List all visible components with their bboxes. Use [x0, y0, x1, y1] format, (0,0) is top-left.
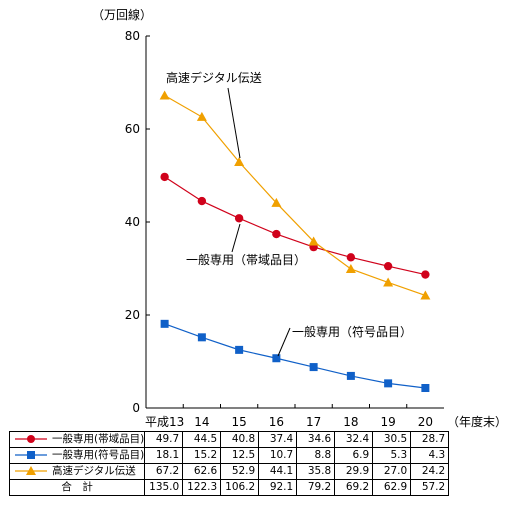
hs-digital-line: [164, 94, 426, 297]
general-code-row: 一般専用(符号品目) 18.1 15.2 12.5 10.7 8.8 6.9 5.3 4.3: [8, 447, 450, 464]
general-band-point: [234, 214, 244, 223]
hs-digital-annotation: 高速デジタル伝送: [166, 70, 262, 85]
x-tick-label: 14: [194, 415, 209, 429]
general-band-point: [160, 172, 169, 182]
general-band-point: [272, 229, 281, 239]
table-cell: 57.2: [410, 479, 450, 496]
general-band-point: [421, 270, 430, 279]
y-unit-label: （万回線）: [92, 7, 152, 22]
x-tick-label: 19: [380, 415, 395, 429]
general-band-line: [164, 176, 426, 276]
table-cell: 35.8: [296, 463, 336, 480]
legend-swatch: [15, 435, 47, 443]
hs-digital-point: [345, 263, 356, 273]
table-cell: 12.5: [220, 447, 260, 464]
x-tick-label: 20: [418, 415, 433, 429]
data-table: 一般専用(帯域品目) 49.7 44.5 40.8 37.4 34.6 32.4 30.5 28…: [8, 431, 450, 496]
general-band-point: [346, 253, 356, 262]
hs-digital-point: [159, 90, 170, 100]
hs-digital-point: [196, 111, 207, 121]
table-cell: 32.4: [334, 431, 374, 448]
legend-swatch: [15, 466, 47, 475]
table-cell: 28.7: [410, 431, 450, 448]
row-label: 一般専用(符号品目): [52, 449, 145, 461]
general-code-annotation: 一般専用（符号品目）: [292, 324, 412, 339]
y-tick-label: 0: [132, 401, 140, 415]
hs-digital-point: [234, 157, 245, 167]
x-tick-label: 16: [269, 415, 284, 429]
x-period-label: （年度末）: [447, 414, 506, 429]
general-band-point: [383, 261, 393, 271]
table-cell: 92.1: [258, 479, 298, 496]
row-label-cell: 一般専用(帯域品目): [8, 431, 146, 448]
general-code-point: [384, 379, 393, 388]
x-tick-label: 18: [343, 415, 358, 429]
table-cell: 30.5: [372, 431, 412, 448]
table-cell: 24.2: [410, 463, 450, 480]
y-tick-label: 40: [125, 215, 140, 229]
row-label-cell: 高速デジタル伝送: [8, 463, 146, 480]
row-label-cell: 合 計: [8, 479, 146, 496]
general-band-point: [197, 196, 207, 206]
table-cell: 10.7: [258, 447, 298, 464]
table-cell: 62.6: [182, 463, 222, 480]
x-tick-label: 平成13: [145, 415, 184, 429]
general-code-point: [309, 363, 318, 372]
table-cell: 79.2: [296, 479, 336, 496]
general-code-point: [421, 384, 430, 393]
table-cell: 106.2: [220, 479, 260, 496]
legend-swatch: [15, 451, 47, 459]
general-code-point: [272, 354, 281, 363]
y-tick-label: 60: [125, 122, 140, 136]
table-cell: 49.7: [144, 431, 184, 448]
general-code-point: [235, 345, 244, 354]
general-code-point: [160, 319, 169, 328]
line-chart: 0 20 40 60 80 平成13 14 15 16 17 18 19 20 （万回線） （年度末） 一般専…: [92, 7, 506, 429]
table-cell: 69.2: [334, 479, 374, 496]
table-cell: 37.4: [258, 431, 298, 448]
hs-digital-point: [271, 197, 282, 207]
table-cell: 4.3: [410, 447, 450, 464]
table-cell: 52.9: [220, 463, 260, 480]
table-cell: 5.3: [372, 447, 412, 464]
leader-line: [227, 87, 241, 159]
table-cell: 34.6: [296, 431, 336, 448]
hs-digital-row: 高速デジタル伝送 67.2 62.6 52.9 44.1 35.8 29.9 27.0 24.2: [8, 463, 450, 480]
leader-line: [277, 327, 291, 357]
table-cell: 8.8: [296, 447, 336, 464]
table-cell: 40.8: [220, 431, 260, 448]
x-tick-label: 17: [306, 415, 321, 429]
general-code-line: [164, 323, 426, 389]
table-cell: 122.3: [182, 479, 222, 496]
general-band-annotation: 一般専用（帯域品目）: [186, 252, 306, 267]
row-label: 高速デジタル伝送: [52, 465, 136, 477]
row-label: 合 計: [61, 481, 93, 493]
leader-line: [231, 223, 241, 253]
y-tick-label: 20: [125, 308, 140, 322]
hs-digital-point: [308, 236, 319, 246]
table-cell: 67.2: [144, 463, 184, 480]
total-row: 合 計 135.0 122.3 106.2 92.1 79.2 69.2 62.9 57.2: [8, 479, 450, 496]
row-label: 一般専用(帯域品目): [52, 433, 145, 445]
table-cell: 62.9: [372, 479, 412, 496]
general-band-row: 一般専用(帯域品目) 49.7 44.5 40.8 37.4 34.6 32.4 30.5 28…: [8, 431, 450, 448]
hs-digital-point: [420, 290, 431, 300]
table-cell: 27.0: [372, 463, 412, 480]
table-cell: 6.9: [334, 447, 374, 464]
table-cell: 135.0: [144, 479, 184, 496]
y-tick-label: 80: [125, 29, 140, 43]
table-cell: 44.5: [182, 431, 222, 448]
row-label-cell: 一般専用(符号品目): [8, 447, 146, 464]
table-cell: 29.9: [334, 463, 374, 480]
table-cell: 18.1: [144, 447, 184, 464]
general-code-point: [346, 371, 355, 380]
x-tick-label: 15: [231, 415, 246, 429]
table-cell: 44.1: [258, 463, 298, 480]
general-code-point: [197, 333, 206, 342]
table-cell: 15.2: [182, 447, 222, 464]
hs-digital-point: [383, 277, 394, 287]
